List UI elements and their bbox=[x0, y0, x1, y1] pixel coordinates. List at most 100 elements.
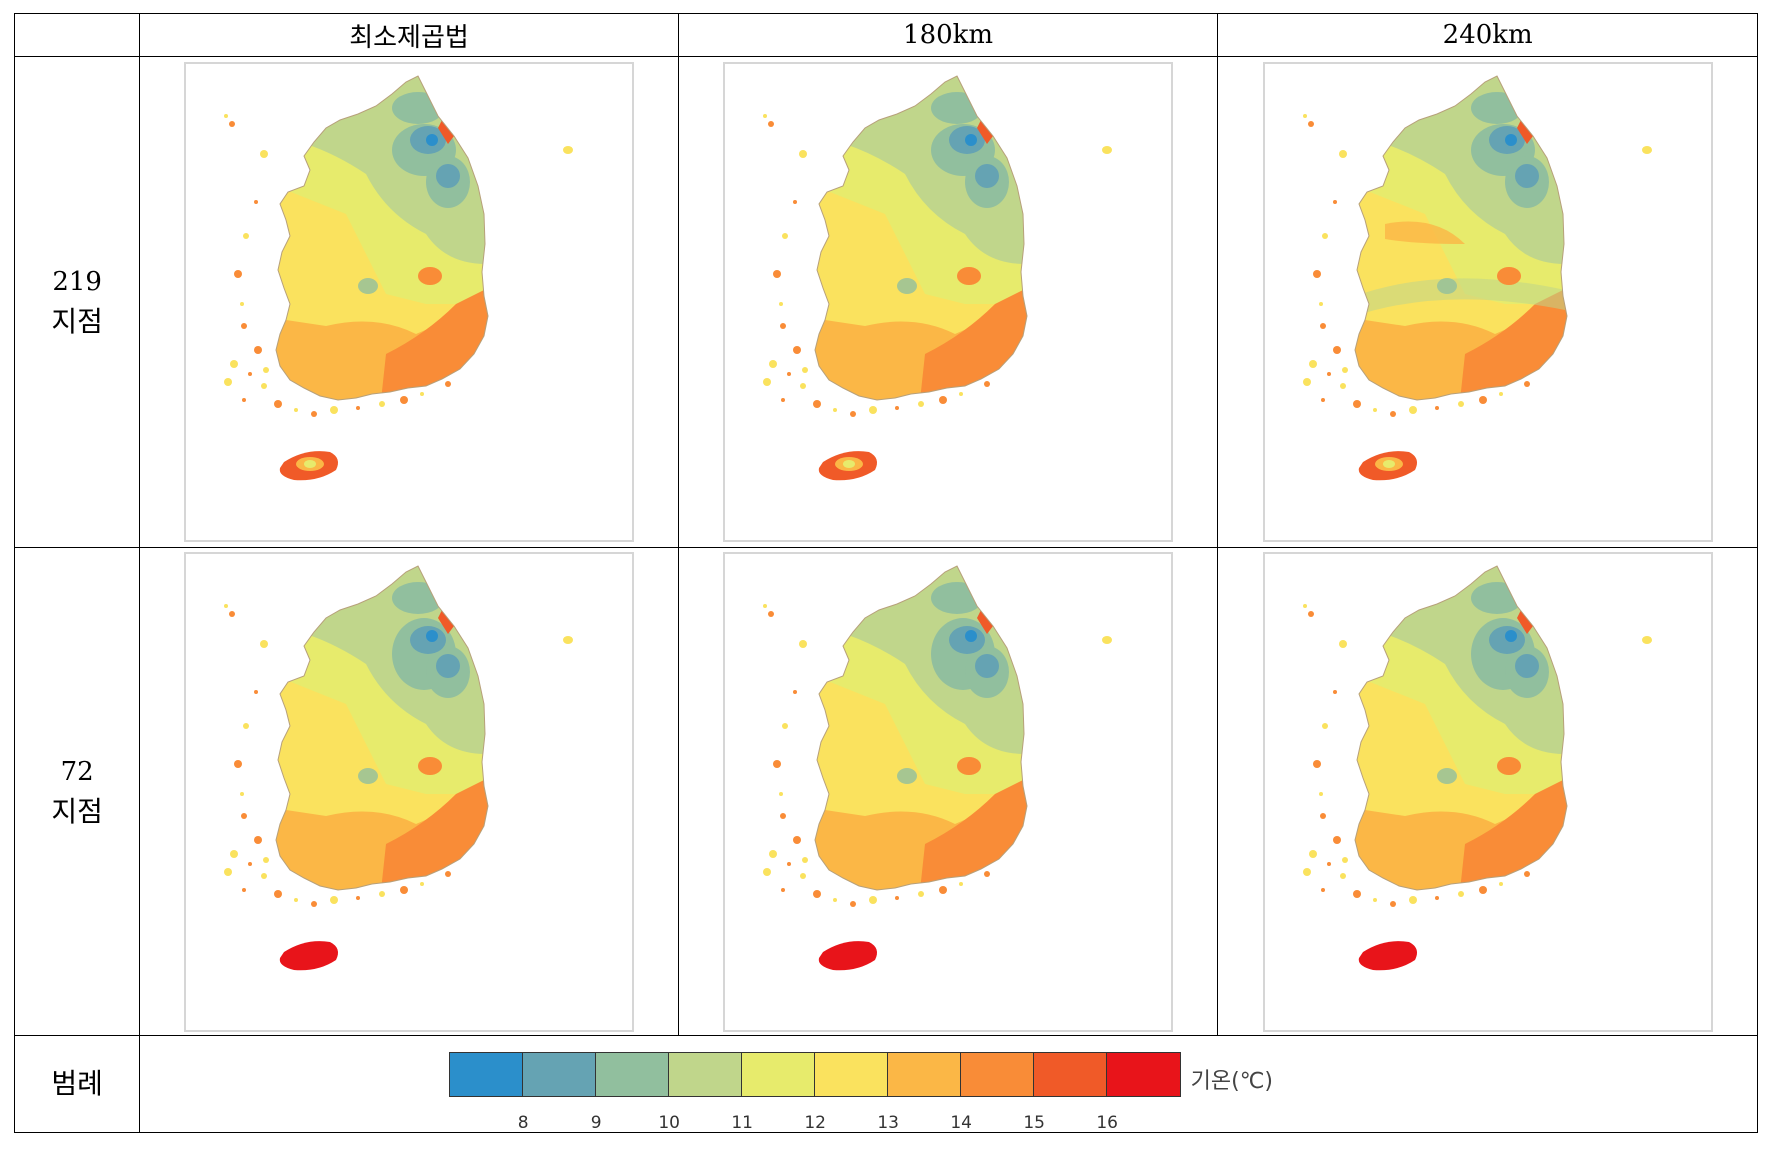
island bbox=[1372, 897, 1377, 902]
row-label-unit: 지점 bbox=[51, 305, 103, 338]
temperature-band bbox=[358, 278, 379, 294]
island bbox=[773, 759, 782, 768]
temperature-band bbox=[897, 278, 918, 294]
legend-row-label: 범례 bbox=[13, 1035, 141, 1133]
island bbox=[420, 392, 425, 396]
island bbox=[1434, 895, 1439, 900]
jeju-island bbox=[279, 451, 339, 481]
legend-row: 범례 8 9 10 11 12 13 14 15 16 기온(℃) bbox=[13, 1035, 1758, 1133]
temperature-band bbox=[1516, 120, 1533, 144]
island bbox=[799, 150, 808, 158]
island bbox=[833, 897, 838, 902]
island bbox=[356, 895, 361, 900]
island bbox=[802, 856, 809, 863]
row-219-stations: 219 지점 bbox=[13, 56, 1758, 548]
temperature-band bbox=[897, 767, 918, 784]
temperature-band bbox=[931, 92, 984, 124]
island bbox=[294, 408, 299, 412]
island bbox=[1498, 392, 1503, 396]
island bbox=[763, 867, 772, 876]
header-180km: 180km bbox=[677, 13, 1219, 57]
temperature-band bbox=[304, 460, 317, 468]
island bbox=[1338, 150, 1347, 158]
legend-swatch bbox=[887, 1053, 961, 1096]
island bbox=[1457, 890, 1464, 897]
island bbox=[918, 401, 925, 407]
coastline bbox=[814, 75, 1028, 401]
temperature-band bbox=[965, 629, 978, 642]
island bbox=[1319, 323, 1326, 329]
island bbox=[241, 812, 248, 819]
ulleungdo-island bbox=[1641, 635, 1652, 644]
jeju-island bbox=[1358, 940, 1417, 970]
header-240km: 240km bbox=[1217, 13, 1758, 57]
coastline bbox=[1354, 564, 1568, 891]
island bbox=[1341, 367, 1348, 373]
row-72-stations: 72 지점 bbox=[13, 547, 1758, 1036]
island bbox=[773, 270, 782, 278]
legend-swatch bbox=[595, 1053, 669, 1096]
island bbox=[1302, 867, 1311, 876]
island bbox=[240, 302, 245, 306]
temperature-band bbox=[426, 629, 439, 642]
temperature-band bbox=[1436, 767, 1457, 784]
temperature-band bbox=[1496, 267, 1521, 285]
temperature-band bbox=[977, 120, 994, 144]
island bbox=[230, 360, 239, 368]
island bbox=[984, 870, 991, 877]
island bbox=[330, 895, 339, 904]
island bbox=[787, 861, 792, 866]
legend-swatch bbox=[960, 1053, 1034, 1096]
header-row: 최소제곱법 180km 240km bbox=[13, 13, 1758, 57]
legend-swatch bbox=[741, 1053, 815, 1096]
island bbox=[274, 889, 283, 898]
temperature-band bbox=[957, 756, 982, 775]
legend-tick-label: 14 bbox=[950, 1113, 972, 1133]
island bbox=[1302, 114, 1307, 118]
ulleungdo-island bbox=[1102, 635, 1113, 644]
island bbox=[1372, 408, 1377, 412]
island bbox=[833, 408, 838, 412]
island bbox=[254, 346, 263, 354]
island bbox=[1352, 400, 1361, 408]
island bbox=[869, 895, 878, 904]
island bbox=[1523, 381, 1530, 387]
island bbox=[254, 835, 263, 844]
island bbox=[1389, 411, 1396, 417]
legend-unit: 기온(℃) bbox=[1190, 1069, 1273, 1094]
legend-color-bar bbox=[448, 1052, 1181, 1097]
island bbox=[793, 346, 802, 354]
comparison-table: 최소제곱법 180km 240km 219 지점 72 지점 범례 8 9 10 11… bbox=[13, 13, 1758, 1133]
temperature-band bbox=[418, 756, 443, 775]
ulleungdo-island bbox=[1641, 146, 1652, 154]
legend-tick-label: 8 bbox=[517, 1113, 529, 1133]
legend-swatch bbox=[1033, 1053, 1107, 1096]
island bbox=[1332, 346, 1341, 354]
temperature-band bbox=[1384, 76, 1565, 264]
island bbox=[1457, 401, 1464, 407]
island bbox=[1318, 302, 1323, 306]
island bbox=[1352, 889, 1361, 898]
temperature-band bbox=[1470, 581, 1523, 614]
coastline bbox=[275, 75, 489, 401]
island bbox=[248, 861, 253, 866]
temperature-field bbox=[1354, 76, 1567, 400]
island bbox=[918, 890, 925, 897]
row-label-219: 219 지점 bbox=[13, 56, 141, 548]
island bbox=[763, 603, 768, 608]
map-72-least-squares bbox=[184, 551, 635, 1032]
legend-tick-label: 13 bbox=[877, 1113, 899, 1133]
temperature-band bbox=[1496, 756, 1521, 775]
island bbox=[400, 396, 409, 404]
temperature-band bbox=[1516, 609, 1533, 634]
island bbox=[959, 881, 964, 886]
island bbox=[1332, 689, 1337, 694]
island bbox=[224, 867, 233, 876]
island bbox=[229, 610, 236, 617]
temperature-field bbox=[276, 76, 489, 400]
temperature-band bbox=[366, 284, 489, 400]
island bbox=[1318, 791, 1323, 796]
temperature-band bbox=[1504, 629, 1517, 642]
island bbox=[1308, 849, 1317, 858]
island bbox=[1326, 372, 1331, 376]
